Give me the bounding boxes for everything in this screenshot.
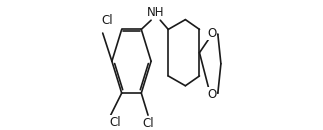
Text: Cl: Cl bbox=[109, 116, 121, 129]
Text: O: O bbox=[207, 27, 216, 40]
Text: NH: NH bbox=[147, 6, 165, 19]
Text: O: O bbox=[207, 88, 216, 101]
Text: Cl: Cl bbox=[102, 14, 113, 27]
Text: Cl: Cl bbox=[142, 117, 154, 130]
